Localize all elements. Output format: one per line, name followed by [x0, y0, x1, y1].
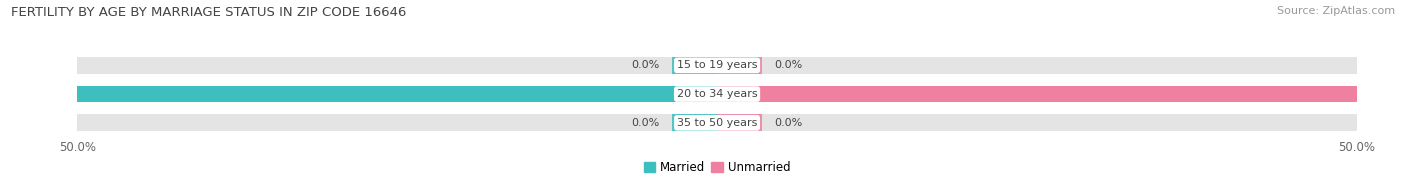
Text: 50.0%: 50.0%: [27, 89, 65, 99]
Text: 35 to 50 years: 35 to 50 years: [676, 118, 758, 128]
Bar: [672, 114, 717, 131]
Text: FERTILITY BY AGE BY MARRIAGE STATUS IN ZIP CODE 16646: FERTILITY BY AGE BY MARRIAGE STATUS IN Z…: [11, 6, 406, 19]
Bar: [717, 86, 1357, 103]
Bar: [672, 57, 717, 74]
Text: 15 to 19 years: 15 to 19 years: [676, 60, 758, 70]
Bar: [717, 114, 762, 131]
Bar: [77, 114, 1357, 131]
Text: 0.0%: 0.0%: [775, 118, 803, 128]
Bar: [77, 57, 1357, 74]
Text: 20 to 34 years: 20 to 34 years: [676, 89, 758, 99]
Text: 0.0%: 0.0%: [631, 118, 659, 128]
Bar: [717, 57, 762, 74]
Text: 50.0%: 50.0%: [1369, 89, 1406, 99]
Text: 0.0%: 0.0%: [631, 60, 659, 70]
Text: 0.0%: 0.0%: [775, 60, 803, 70]
Text: Source: ZipAtlas.com: Source: ZipAtlas.com: [1277, 6, 1395, 16]
Bar: [77, 86, 717, 103]
Legend: Married, Unmarried: Married, Unmarried: [638, 156, 796, 179]
Bar: [77, 86, 1357, 103]
